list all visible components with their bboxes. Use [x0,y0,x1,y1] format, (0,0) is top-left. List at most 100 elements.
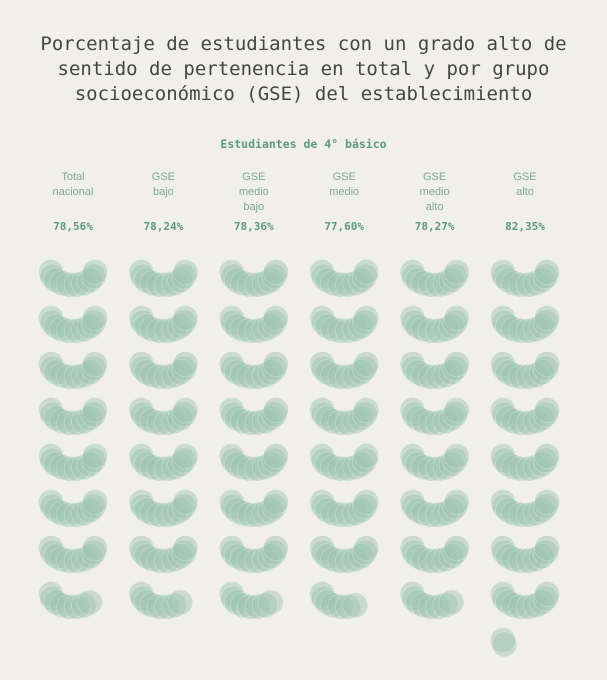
unit-circle [257,267,284,294]
unit-circle [314,543,341,570]
unit-circle [80,309,107,336]
unit-circle [56,272,82,298]
unit-circle [534,535,560,561]
unit-circle [38,581,64,607]
unit-circle [257,589,284,616]
unit-circle [77,589,103,616]
unit-circle [523,316,549,343]
unit-circle [220,355,246,382]
unit-circle [172,489,199,515]
unit-circle [516,410,542,436]
unit-circle [491,631,518,658]
unit-circle [508,502,534,528]
unit-circle [443,305,470,331]
unit-circle [244,594,271,620]
unit-circle [534,581,560,607]
unit-circle [432,270,459,297]
unit-circle [335,594,361,620]
unit-circle [171,309,197,336]
unit-circle [133,451,160,478]
unit-circle [38,443,64,469]
unit-circle [71,592,97,619]
unit-circle [529,589,555,616]
unit-circle [64,502,90,528]
unit-circle [82,397,108,423]
unit-circle [523,362,549,389]
unit-circle [523,454,549,481]
unit-circle [534,305,560,331]
unit-circle [508,364,534,390]
unit-circle [128,443,155,469]
unit-circle [352,355,378,382]
unit-circle [342,546,369,573]
unit-circle [310,585,337,612]
unit-circle [335,548,361,574]
unit-circle [49,592,75,619]
unit-circle [139,408,166,435]
unit-circle [352,309,378,336]
unit-circle [129,493,156,520]
unit-circle [501,316,527,343]
unit-circle [410,592,437,619]
unit-circle [80,539,107,566]
unit-circle [43,267,69,294]
unit-circle [244,456,271,482]
unit-circle [244,318,271,344]
unit-circle [230,408,256,435]
unit-circle [310,447,337,474]
unit-circle [167,497,194,524]
unit-circle [237,548,263,574]
unit-circle [257,451,284,478]
unit-circle [38,535,64,561]
unit-circle [491,355,518,382]
unit-circle [146,318,173,344]
unit-circle [335,272,361,298]
value-label: 78,24% [143,220,184,233]
unit-circle [490,305,516,331]
unit-circle [327,318,354,344]
unit-circle [353,397,380,423]
unit-circle [262,305,289,331]
unit-circle [508,410,534,436]
unit-circle [425,364,452,390]
value-label: 78,27% [414,220,455,233]
unit-circle [219,581,245,607]
unit-circle [167,451,194,478]
unit-circle [490,627,516,653]
unit-circle [261,539,288,566]
unit-circle [438,313,465,340]
unit-circle [314,405,341,432]
unit-circle [417,456,444,482]
unit-circle [43,405,69,432]
unit-circle [529,267,555,294]
unit-circle [219,397,245,423]
unit-circle [353,489,380,515]
unit-circle [80,263,107,290]
unit-column [490,259,560,658]
unit-circle [257,359,284,386]
unit-circle [490,443,516,469]
unit-circle [320,546,347,573]
unit-circle [172,351,199,377]
unit-circle [534,397,560,423]
unit-circle [146,410,173,436]
unit-circle [43,589,69,616]
unit-circle [251,546,278,573]
unit-circle [154,318,181,344]
unit-circle [529,359,555,386]
unit-circle [161,408,188,435]
unit-circle [404,313,431,340]
unit-circle [43,451,69,478]
unit-circle [224,451,250,478]
unit-circle [529,313,555,340]
unit-circle [438,543,465,570]
unit-circle [167,313,194,340]
unit-circle [490,581,516,607]
unit-circle [443,443,470,469]
unit-circle [399,259,426,285]
unit-circle [443,535,470,561]
unit-circle [404,589,431,616]
unit-circle [501,408,527,435]
unit-circle [310,263,337,290]
unit-circle [161,500,188,527]
